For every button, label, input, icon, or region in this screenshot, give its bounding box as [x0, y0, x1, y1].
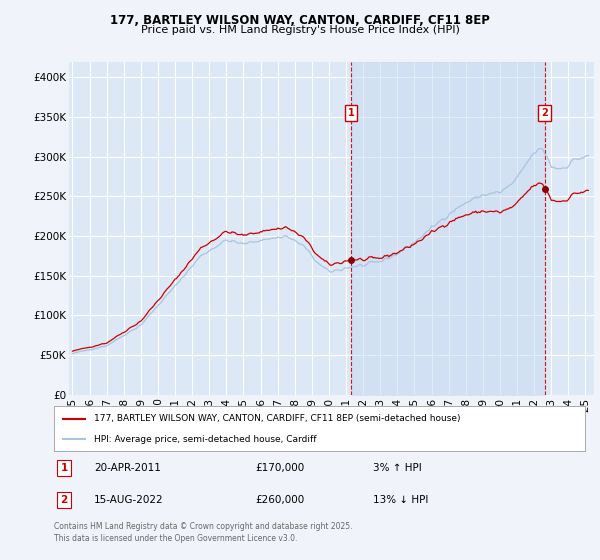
Text: 15-AUG-2022: 15-AUG-2022 — [94, 495, 163, 505]
Text: 2: 2 — [541, 108, 548, 118]
Text: Contains HM Land Registry data © Crown copyright and database right 2025.
This d: Contains HM Land Registry data © Crown c… — [54, 522, 353, 543]
Text: 1: 1 — [61, 463, 68, 473]
Text: 3% ↑ HPI: 3% ↑ HPI — [373, 463, 421, 473]
Text: 177, BARTLEY WILSON WAY, CANTON, CARDIFF, CF11 8EP (semi-detached house): 177, BARTLEY WILSON WAY, CANTON, CARDIFF… — [94, 414, 460, 423]
Text: £260,000: £260,000 — [256, 495, 305, 505]
Text: 1: 1 — [348, 108, 355, 118]
Text: 13% ↓ HPI: 13% ↓ HPI — [373, 495, 428, 505]
Text: HPI: Average price, semi-detached house, Cardiff: HPI: Average price, semi-detached house,… — [94, 435, 316, 444]
Text: 20-APR-2011: 20-APR-2011 — [94, 463, 161, 473]
Text: 2: 2 — [61, 495, 68, 505]
Text: Price paid vs. HM Land Registry's House Price Index (HPI): Price paid vs. HM Land Registry's House … — [140, 25, 460, 35]
Text: £170,000: £170,000 — [256, 463, 305, 473]
Text: 177, BARTLEY WILSON WAY, CANTON, CARDIFF, CF11 8EP: 177, BARTLEY WILSON WAY, CANTON, CARDIFF… — [110, 14, 490, 27]
